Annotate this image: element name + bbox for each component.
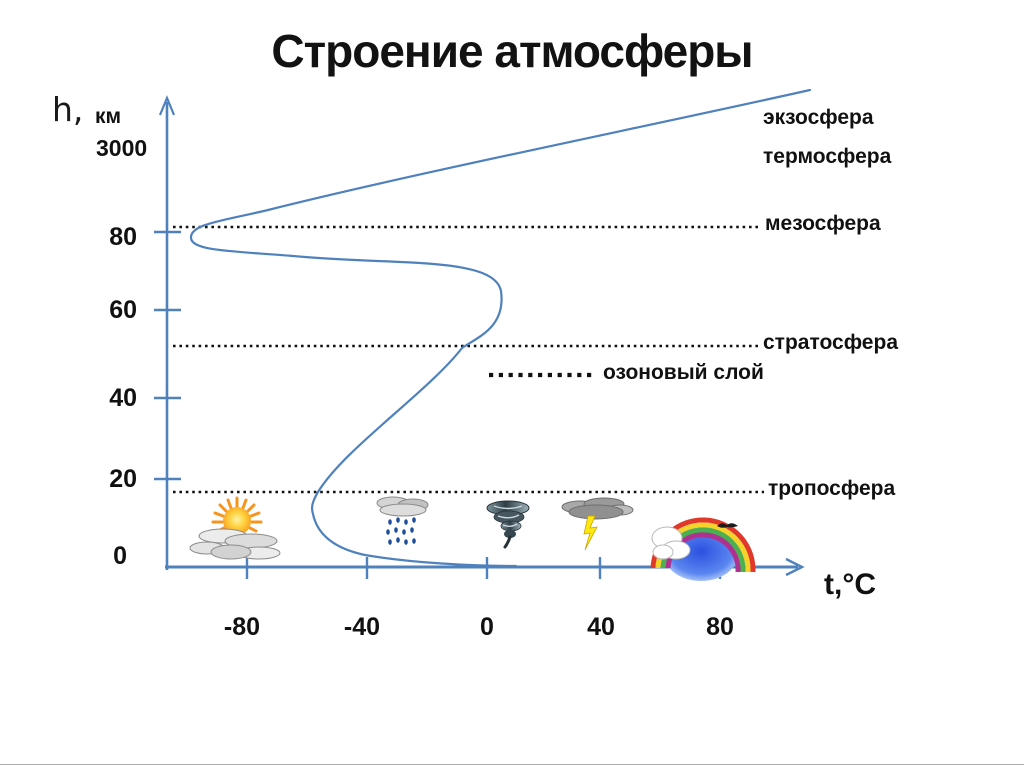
sun-clouds bbox=[189, 528, 281, 560]
layer-label-mesosphere: мезосфера bbox=[765, 212, 881, 235]
layer-label-thermosphere: термосфера bbox=[763, 145, 892, 168]
y-axis-top-value: 3000 bbox=[96, 135, 148, 161]
sun-disc bbox=[223, 507, 251, 535]
y-tick-label-80: 80 bbox=[109, 223, 137, 251]
storm-cloud bbox=[561, 497, 634, 520]
layer-label-troposphere: тропосфера bbox=[768, 477, 896, 500]
layer-label-stratosphere: стратосфера bbox=[763, 331, 898, 354]
y-tick-label-60: 60 bbox=[109, 296, 137, 324]
tornado-icon bbox=[486, 500, 530, 549]
x-tick-label-0: 0 bbox=[480, 613, 494, 641]
rainbow-cloud-icon bbox=[650, 517, 756, 581]
slide-bottom-border bbox=[0, 764, 1024, 765]
rain-drops bbox=[386, 517, 416, 545]
x-tick-label-neg40: -40 bbox=[343, 613, 381, 641]
storm-lightning-icon bbox=[561, 497, 634, 551]
temperature-curve bbox=[189, 88, 812, 568]
lightning-bolt bbox=[583, 515, 598, 551]
sun-with-clouds-icon bbox=[189, 496, 281, 560]
bird-silhouette bbox=[717, 523, 738, 528]
y-tick-label-0: 0 bbox=[113, 542, 127, 570]
rain-cloud-icon bbox=[376, 496, 429, 545]
page-title: Строение атмосферы bbox=[271, 25, 753, 77]
y-axis-symbol: h, bbox=[52, 90, 84, 129]
layer-label-ozone: озоновый слой bbox=[603, 361, 764, 384]
y-axis bbox=[154, 95, 181, 570]
y-tick-label-20: 20 bbox=[109, 465, 137, 493]
rainbow-cloud bbox=[651, 526, 691, 560]
x-tick-label-neg80: -80 bbox=[223, 613, 261, 641]
x-tick-label-80: 80 bbox=[706, 613, 734, 641]
y-axis-unit: км bbox=[95, 105, 122, 128]
sun-rays bbox=[211, 496, 263, 544]
y-axis-ticks bbox=[154, 230, 181, 481]
rain-cloud bbox=[376, 496, 429, 517]
layer-label-exosphere: экзосфера bbox=[763, 106, 874, 129]
x-tick-label-40: 40 bbox=[587, 613, 615, 641]
y-tick-label-40: 40 bbox=[109, 384, 137, 412]
x-axis-label: t,°C bbox=[824, 568, 876, 601]
